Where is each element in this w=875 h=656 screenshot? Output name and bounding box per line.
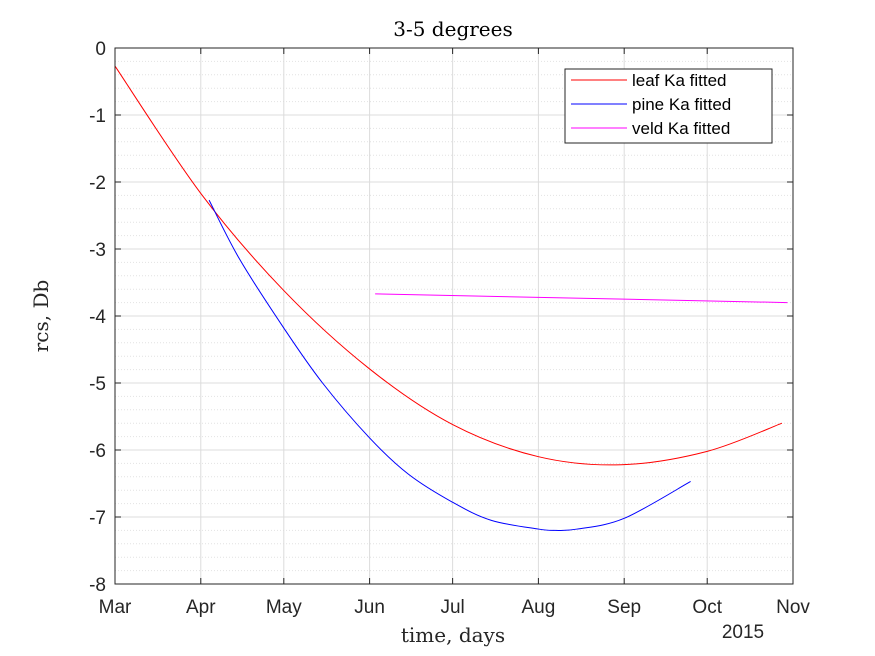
y-tick-label: -5 xyxy=(89,374,106,395)
legend: leaf Ka fitted pine Ka fitted veld Ka fitt… xyxy=(565,69,772,143)
x-tick-labels: Mar Apr May Jun Jul Aug Sep Oct Nov xyxy=(99,597,811,618)
x-tick-label: Sep xyxy=(607,597,641,618)
x-tick-label: Mar xyxy=(99,597,132,618)
y-tick-label: -6 xyxy=(89,441,106,462)
x-tick-label: Nov xyxy=(776,597,810,618)
y-tick-label: -2 xyxy=(89,173,106,194)
y-tick-labels: 0 -1 -2 -3 -4 -5 -6 -7 -8 xyxy=(89,39,106,596)
x-axis-title: time, days xyxy=(401,623,505,647)
chart-title: 3-5 degrees xyxy=(393,17,513,41)
x-tick-label: Jun xyxy=(354,597,385,618)
x-tick-label: Jul xyxy=(440,597,464,618)
x-tick-label: Aug xyxy=(521,597,555,618)
y-axis-title: rcs, Db xyxy=(29,280,53,353)
x-tick-label: Apr xyxy=(186,597,216,618)
y-tick-label: 0 xyxy=(95,39,106,60)
y-tick-label: -7 xyxy=(89,508,106,529)
x-tick-label: Oct xyxy=(692,597,722,618)
y-tick-label: -8 xyxy=(89,575,106,596)
x-axis-year-label: 2015 xyxy=(722,622,764,643)
legend-label: pine Ka fitted xyxy=(632,95,731,114)
y-tick-label: -3 xyxy=(89,240,106,261)
series-line-3 xyxy=(375,294,787,303)
x-tick-label: May xyxy=(266,597,302,618)
legend-label: veld Ka fitted xyxy=(632,119,730,138)
series-line-2 xyxy=(209,200,691,530)
y-tick-label: -1 xyxy=(89,106,106,127)
y-tick-label: -4 xyxy=(89,307,106,328)
legend-label: leaf Ka fitted xyxy=(632,71,727,90)
